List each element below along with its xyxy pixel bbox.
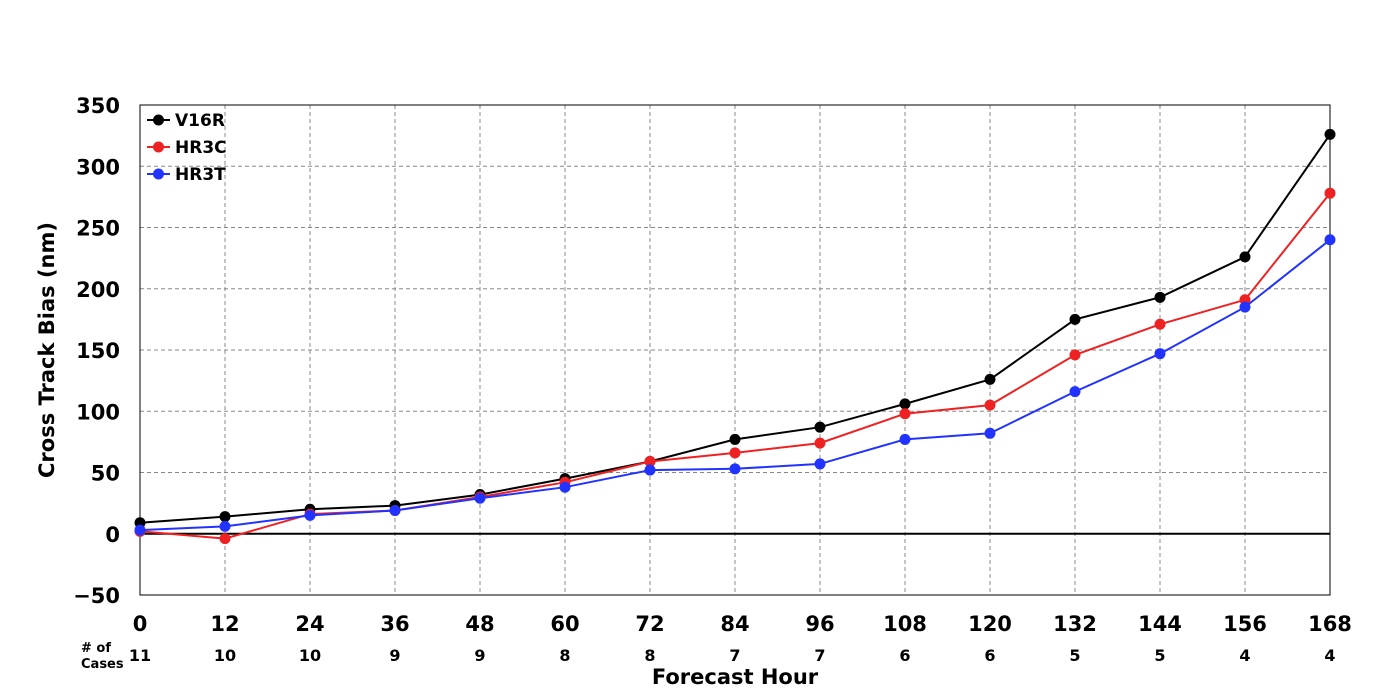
case-count: 9: [389, 646, 400, 665]
data-point-hr3t: [304, 509, 316, 521]
data-point-hr3t: [984, 427, 996, 439]
x-tick-label: 84: [720, 612, 749, 636]
data-point-hr3c: [1069, 349, 1081, 361]
x-tick-label: 24: [295, 612, 324, 636]
case-count: 4: [1324, 646, 1335, 665]
data-point-v16r: [984, 373, 996, 385]
case-count: 6: [984, 646, 995, 665]
data-point-hr3t: [474, 492, 486, 504]
data-point-hr3t: [814, 458, 826, 470]
data-point-hr3t: [559, 481, 571, 493]
case-count: 4: [1239, 646, 1250, 665]
series-hr3t: [134, 234, 1336, 536]
x-axis-title: Forecast Hour: [652, 665, 819, 689]
case-count: 6: [899, 646, 910, 665]
x-tick-label: 168: [1308, 612, 1352, 636]
x-tick-label: 60: [550, 612, 579, 636]
case-count: 7: [814, 646, 825, 665]
x-tick-label: 12: [210, 612, 239, 636]
data-point-v16r: [219, 511, 231, 523]
data-point-hr3c: [729, 447, 741, 459]
data-point-v16r: [899, 398, 911, 410]
legend-marker: [153, 168, 164, 180]
y-tick-label: 250: [76, 217, 120, 241]
data-point-hr3c: [219, 533, 231, 545]
case-count: 5: [1154, 646, 1165, 665]
y-tick-label: 100: [76, 400, 120, 424]
cases-title-line2: Cases: [81, 657, 124, 672]
legend-marker: [153, 114, 164, 126]
x-tick-label: 72: [635, 612, 664, 636]
cases-title-line1: # of: [81, 641, 111, 656]
data-point-hr3t: [219, 520, 231, 532]
data-point-v16r: [814, 421, 826, 433]
legend-label: V16R: [175, 111, 225, 131]
legend: V16R HR3C HR3T: [147, 111, 227, 185]
y-tick-label: −50: [73, 584, 120, 608]
y-tick-label: 150: [76, 339, 120, 363]
y-tick-label: 300: [76, 155, 120, 179]
data-point-hr3c: [1154, 318, 1166, 330]
legend-marker: [153, 141, 164, 153]
x-tick-label: 120: [968, 612, 1012, 636]
x-tick-label: 144: [1138, 612, 1182, 636]
data-point-hr3c: [1324, 187, 1336, 199]
data-point-hr3t: [1324, 234, 1336, 246]
case-count: 8: [559, 646, 570, 665]
x-tick-labels: 0 12 24 36 48 60 72 84 96 108 120 132 144 156 168: [133, 612, 1352, 636]
grid: [139, 104, 1331, 596]
x-tick-label: 48: [465, 612, 494, 636]
data-point-v16r: [1324, 128, 1336, 140]
x-tick-label: 96: [805, 612, 834, 636]
data-point-v16r: [1069, 313, 1081, 325]
data-point-v16r: [1154, 291, 1166, 303]
legend-item-hr3t: HR3T: [147, 165, 226, 185]
series-layer: [134, 128, 1336, 545]
case-count-labels: 11 10 10 9 9 8 8 7 7 6 6 5 5 4 4: [129, 646, 1336, 665]
case-count: 10: [299, 646, 321, 665]
legend-item-v16r: V16R: [147, 111, 225, 131]
data-point-v16r: [1239, 251, 1251, 263]
case-count: 7: [729, 646, 740, 665]
data-point-hr3c: [644, 455, 656, 467]
legend-label: HR3C: [175, 138, 227, 158]
data-point-hr3t: [134, 524, 146, 536]
y-axis-title: Cross Track Bias (nm): [35, 222, 59, 478]
x-tick-label: 108: [883, 612, 927, 636]
data-point-hr3c: [984, 399, 996, 411]
case-count: 10: [214, 646, 236, 665]
legend-item-hr3c: HR3C: [147, 138, 227, 158]
data-point-hr3t: [729, 463, 741, 475]
data-point-hr3t: [1239, 301, 1251, 313]
data-point-hr3c: [899, 408, 911, 420]
data-point-hr3t: [1069, 386, 1081, 398]
case-count: 8: [644, 646, 655, 665]
legend-label: HR3T: [175, 165, 226, 185]
data-point-hr3c: [814, 437, 826, 449]
y-tick-label: 350: [76, 94, 120, 118]
y-tick-labels: −50 0 50 100 150 200 250 300 350: [73, 94, 120, 608]
x-tick-label: 36: [380, 612, 409, 636]
data-point-hr3t: [1154, 348, 1166, 360]
data-point-v16r: [729, 433, 741, 445]
data-point-hr3t: [899, 433, 911, 445]
case-count: 11: [129, 646, 151, 665]
y-tick-label: 0: [105, 523, 120, 547]
y-tick-label: 200: [76, 278, 120, 302]
case-count: 5: [1069, 646, 1080, 665]
x-tick-label: 132: [1053, 612, 1097, 636]
x-tick-label: 156: [1223, 612, 1267, 636]
case-count: 9: [474, 646, 485, 665]
y-tick-label: 50: [91, 462, 120, 486]
plot-frame: [139, 104, 1331, 596]
x-tick-label: 0: [133, 612, 148, 636]
data-point-hr3t: [389, 504, 401, 516]
data-point-hr3t: [644, 464, 656, 476]
